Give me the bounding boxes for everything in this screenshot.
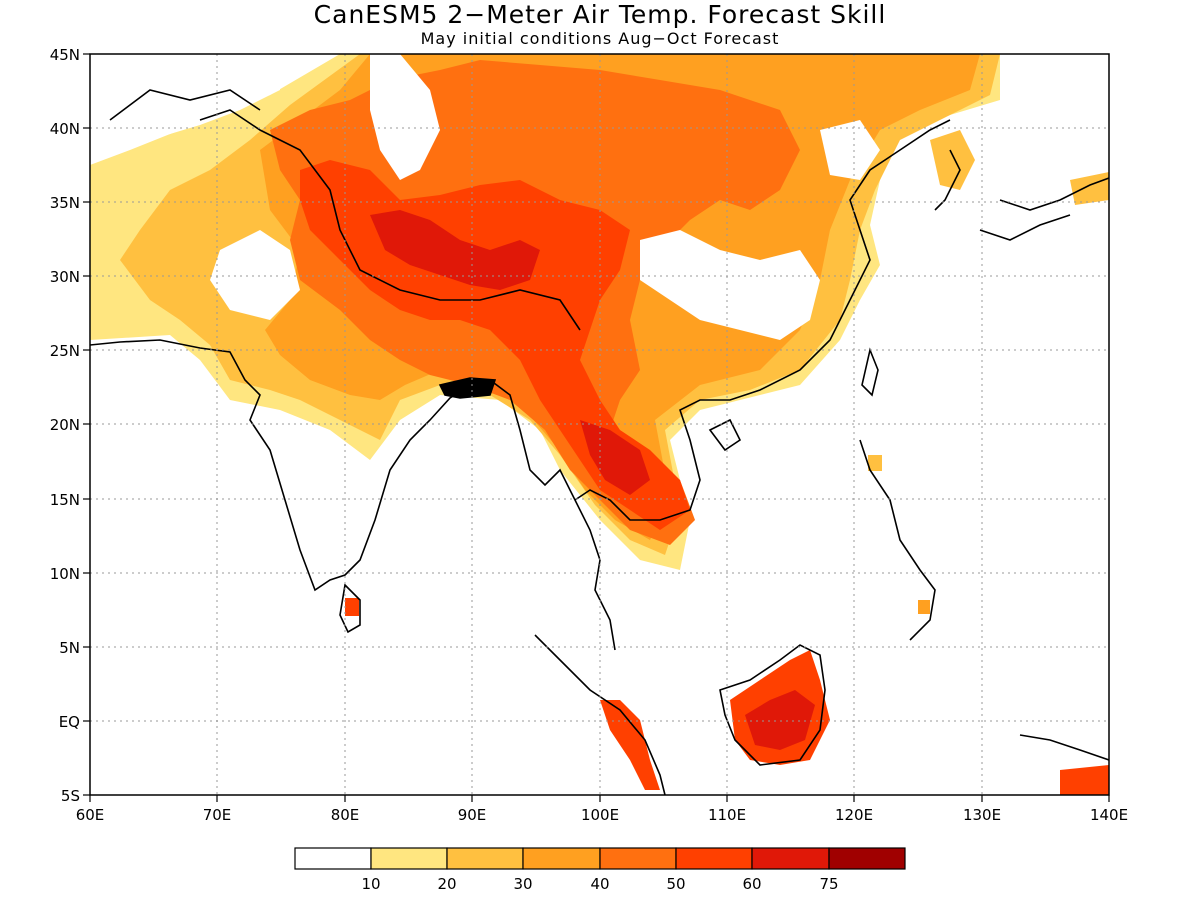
axis-ticks [83, 53, 1110, 802]
lat-tick-label: EQ [59, 713, 80, 731]
skill-field-new-guinea [1060, 765, 1109, 795]
colorbar-swatch [828, 847, 906, 870]
lat-tick-label: 5S [61, 787, 80, 805]
lat-tick-label: 5N [59, 639, 80, 657]
colorbar: 10 20 30 40 50 60 75 [294, 847, 906, 893]
lon-tick-label: 110E [708, 806, 746, 824]
map-title: CanESM5 2−Meter Air Temp. Forecast Skill [313, 0, 887, 29]
lat-tick-label: 20N [50, 416, 80, 434]
colorbar-swatch [675, 847, 753, 870]
lon-tick-label: 130E [963, 806, 1001, 824]
skill-field-gap [640, 230, 820, 340]
skill-field-level-6 [370, 210, 540, 290]
skill-field-japan [1070, 172, 1109, 205]
lat-tick-label: 35N [50, 194, 80, 212]
skill-field-gap [370, 54, 440, 180]
colorbar-label: 20 [437, 875, 456, 893]
lat-tick-label: 15N [50, 491, 80, 509]
colorbar-label: 75 [819, 875, 838, 893]
map-subtitle: May initial conditions Aug−Oct Forecast [420, 29, 780, 48]
lon-tick-label: 70E [203, 806, 232, 824]
skill-field-sri-lanka [345, 598, 359, 616]
colorbar-label: 30 [513, 875, 532, 893]
lon-tick-label: 100E [581, 806, 619, 824]
colorbar-label: 50 [666, 875, 685, 893]
colorbar-label: 10 [361, 875, 380, 893]
colorbar-label: 40 [590, 875, 609, 893]
lon-tick-label: 120E [835, 806, 873, 824]
lon-tick-label: 80E [331, 806, 360, 824]
colorbar-label: 60 [742, 875, 761, 893]
skill-field-philippines [868, 455, 882, 471]
colorbar-swatch [294, 847, 372, 870]
colorbar-swatch [446, 847, 524, 870]
coastlines [90, 89, 1109, 795]
gridlines [90, 54, 1109, 795]
colorbar-swatch [751, 847, 830, 870]
lon-tick-label: 90E [458, 806, 487, 824]
skill-field-korea [930, 130, 975, 190]
colorbar-swatch [370, 847, 448, 870]
skill-field-borneo-core [745, 690, 815, 750]
lat-tick-label: 45N [50, 46, 80, 64]
lat-tick-label: 10N [50, 565, 80, 583]
lat-tick-label: 40N [50, 120, 80, 138]
skill-field-gap [90, 54, 280, 160]
lat-tick-label: 25N [50, 342, 80, 360]
skill-field-sumatra [600, 700, 660, 790]
lat-tick-label: 30N [50, 268, 80, 286]
colorbar-swatch [599, 847, 677, 870]
skill-field-level-6 [580, 420, 650, 495]
skill-field-gap [820, 120, 880, 180]
lon-tick-label: 140E [1090, 806, 1128, 824]
skill-field [90, 54, 1109, 795]
skill-field-gap [210, 230, 300, 320]
lon-tick-label: 60E [76, 806, 105, 824]
colorbar-swatch [522, 847, 601, 870]
skill-field-mindanao [918, 600, 930, 614]
